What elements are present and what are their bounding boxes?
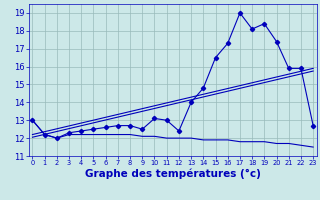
X-axis label: Graphe des températures (°c): Graphe des températures (°c) xyxy=(85,169,261,179)
